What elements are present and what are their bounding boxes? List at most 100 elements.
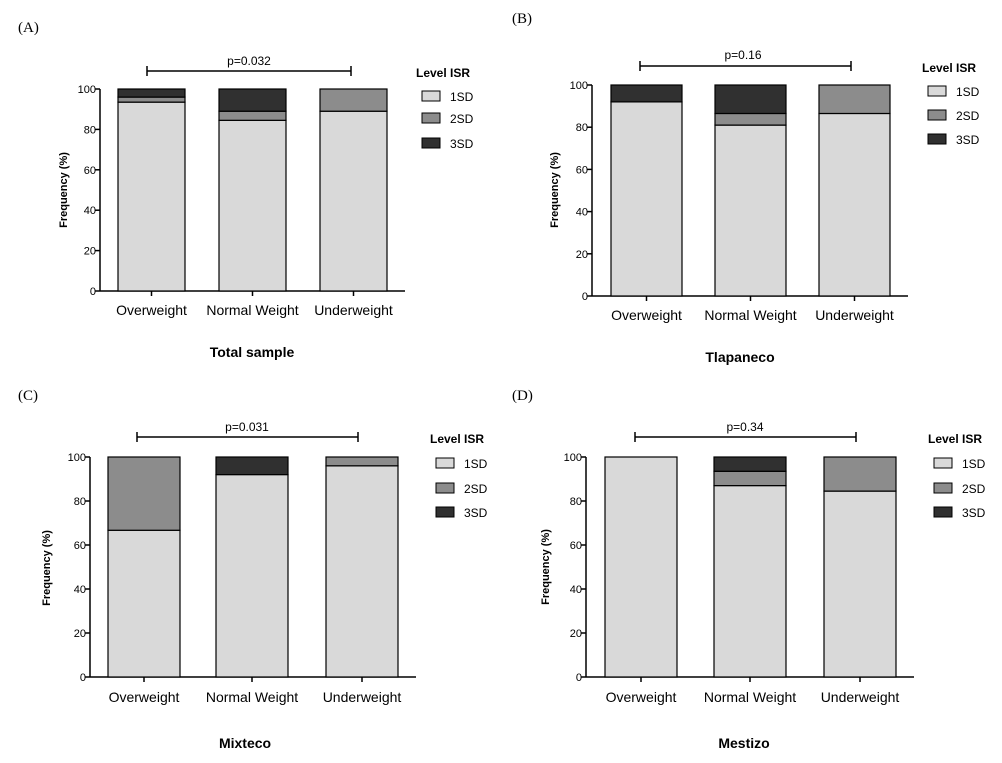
y-tick-label: 20 [74, 628, 86, 640]
bar-segment-2sd [107, 456, 181, 531]
chart-title: Mixteco [219, 735, 271, 751]
panel-a: (A) 0 20 40 60 80 100 Overweight Normal Weight U… [18, 20, 474, 360]
y-tick-label: 20 [570, 628, 582, 640]
legend-swatch-2sd [435, 482, 455, 494]
significance-bracket: p=0.031 [136, 420, 359, 442]
bar-segment-1sd [818, 112, 891, 297]
y-tick-label: 0 [576, 672, 582, 684]
y-tick-label: 60 [84, 165, 96, 177]
x-category-label: Normal Weight [704, 307, 796, 323]
legend-swatch-3sd [933, 506, 953, 518]
y-axis-title: Frequency (%) [58, 152, 70, 228]
bar-segment-3sd [714, 84, 787, 115]
panel-d: (D) 0 20 40 60 80 100 Overweight Normal Weight U… [512, 388, 986, 751]
legend-label: 1SD [464, 457, 488, 471]
bar-segment-3sd [713, 456, 787, 472]
chart-title: Tlapaneco [705, 349, 774, 365]
chart-title: Mestizo [718, 735, 769, 751]
y-tick-label: 20 [576, 249, 588, 261]
legend-label: 2SD [956, 109, 980, 123]
bar-segment-1sd [218, 119, 287, 292]
x-category-label: Overweight [116, 302, 187, 318]
y-tick-label: 40 [576, 207, 588, 219]
x-category-label: Underweight [314, 302, 393, 318]
y-axis-title: Frequency (%) [41, 530, 53, 606]
x-category-label: Normal Weight [206, 302, 298, 318]
legend-title: Level ISR [928, 432, 982, 446]
chart-a-plot: 0 20 40 60 80 100 Overweight Normal Weight Under… [78, 84, 405, 318]
legend-swatch-1sd [927, 85, 947, 97]
bar-segment-2sd [218, 110, 287, 121]
legend-title: Level ISR [430, 432, 484, 446]
y-tick-label: 60 [570, 540, 582, 552]
y-tick-label: 20 [84, 246, 96, 258]
bar-segment-1sd [714, 124, 787, 297]
bar-segment-1sd [610, 101, 683, 297]
y-tick-label: 100 [570, 80, 588, 92]
legend-title: Level ISR [416, 66, 470, 80]
legend-swatch-3sd [421, 137, 441, 149]
y-tick-label: 60 [576, 164, 588, 176]
legend: Level ISR 1SD 2SD 3SD [430, 432, 488, 520]
bar-segment-2sd [325, 456, 399, 467]
legend-label: 3SD [450, 137, 474, 151]
legend: Level ISR 1SD 2SD 3SD [922, 61, 980, 147]
significance-bracket: p=0.16 [639, 48, 852, 71]
y-tick-label: 60 [74, 540, 86, 552]
legend-label: 2SD [962, 482, 986, 496]
y-tick-label: 0 [80, 672, 86, 684]
bar-segment-2sd [714, 112, 787, 126]
legend-swatch-2sd [421, 112, 441, 124]
y-tick-label: 80 [570, 496, 582, 508]
panel-letter: (D) [512, 388, 533, 404]
legend-label: 2SD [450, 112, 474, 126]
y-tick-label: 40 [84, 205, 96, 217]
chart-d-plot: 0 20 40 60 80 100 Overweight Normal Weight Under… [564, 452, 914, 705]
panel-letter: (C) [18, 388, 38, 404]
y-axis-title: Frequency (%) [540, 529, 552, 605]
legend-label: 3SD [956, 133, 980, 147]
legend-swatch-1sd [421, 90, 441, 102]
x-category-label: Underweight [323, 689, 402, 705]
legend-swatch-1sd [435, 457, 455, 469]
y-tick-label: 40 [74, 584, 86, 596]
panel-letter: (A) [18, 20, 39, 36]
legend-swatch-1sd [933, 457, 953, 469]
x-category-label: Normal Weight [704, 689, 796, 705]
x-category-label: Overweight [606, 689, 677, 705]
legend-label: 1SD [450, 90, 474, 104]
bar-segment-2sd [818, 84, 891, 115]
x-category-label: Overweight [109, 689, 180, 705]
bar-segment-1sd [823, 490, 897, 678]
bar-segment-1sd [604, 456, 678, 678]
y-tick-label: 80 [74, 496, 86, 508]
bar-segment-3sd [610, 84, 683, 103]
legend-label: 1SD [956, 85, 980, 99]
p-value-label: p=0.032 [227, 54, 271, 68]
panel-c: (C) 0 20 40 60 80 100 Overweight Normal Weight U… [18, 388, 488, 751]
y-tick-label: 100 [564, 452, 582, 464]
x-category-label: Underweight [821, 689, 900, 705]
y-tick-label: 0 [582, 291, 588, 303]
y-tick-label: 100 [68, 452, 86, 464]
bar-segment-3sd [218, 88, 287, 112]
bar-segment-2sd [319, 88, 388, 112]
y-tick-label: 80 [84, 124, 96, 136]
bar-segment-1sd [215, 474, 289, 678]
legend-swatch-3sd [435, 506, 455, 518]
legend-label: 3SD [464, 506, 488, 520]
y-tick-label: 40 [570, 584, 582, 596]
legend-label: 2SD [464, 482, 488, 496]
bar-segment-2sd [823, 456, 897, 492]
panel-letter: (B) [512, 11, 532, 27]
p-value-label: p=0.34 [726, 420, 763, 434]
bar-segment-3sd [215, 456, 289, 476]
y-tick-label: 100 [78, 84, 96, 96]
bar-segment-1sd [325, 465, 399, 678]
chart-b-plot: 0 20 40 60 80 100 Overweight Normal Weight Under… [570, 80, 908, 323]
legend: Level ISR 1SD 2SD 3SD [416, 66, 474, 151]
chart-title: Total sample [210, 344, 295, 360]
panel-b: (B) 0 20 40 60 80 100 Overweight Normal Weight U… [512, 11, 980, 365]
bar-segment-2sd [117, 96, 186, 103]
